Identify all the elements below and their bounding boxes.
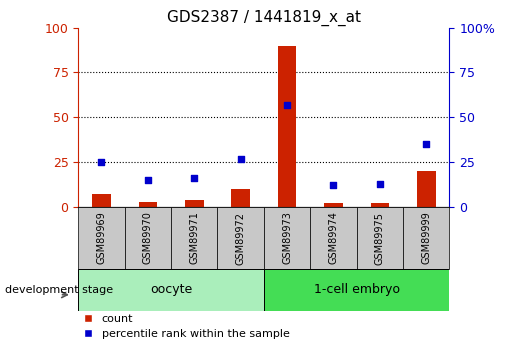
Bar (324, 204, 343, 207)
Bar (310, 207, 357, 269)
Bar (78, 269, 264, 310)
Point (144, 177, 152, 183)
Point (97, 159, 106, 165)
Bar (264, 207, 310, 269)
Bar (92, 195, 111, 207)
Bar (264, 269, 449, 310)
Text: GSM89973: GSM89973 (282, 211, 292, 265)
Bar (417, 171, 435, 207)
Text: GSM89972: GSM89972 (236, 211, 245, 265)
Bar (231, 189, 250, 207)
Bar (138, 201, 157, 207)
Point (190, 176, 198, 181)
Text: GSM89971: GSM89971 (189, 211, 199, 265)
Title: GDS2387 / 1441819_x_at: GDS2387 / 1441819_x_at (167, 10, 361, 26)
Point (283, 102, 291, 108)
Bar (403, 207, 449, 269)
Text: GSM89970: GSM89970 (143, 211, 153, 265)
Legend: count, percentile rank within the sample: count, percentile rank within the sample (84, 314, 289, 339)
Point (422, 141, 430, 147)
Text: GSM89974: GSM89974 (328, 211, 338, 265)
Bar (278, 46, 296, 207)
Bar (125, 207, 171, 269)
Bar (78, 207, 125, 269)
Text: 1-cell embryo: 1-cell embryo (314, 283, 399, 296)
Bar (171, 207, 218, 269)
Point (237, 156, 245, 161)
Text: GSM89999: GSM89999 (421, 212, 431, 264)
Bar (357, 207, 403, 269)
Point (376, 181, 384, 186)
Point (329, 183, 337, 188)
Text: GSM89969: GSM89969 (96, 212, 107, 264)
Text: oocyte: oocyte (150, 283, 192, 296)
Bar (218, 207, 264, 269)
Text: GSM89975: GSM89975 (375, 211, 385, 265)
Bar (371, 204, 389, 207)
Bar (185, 200, 204, 207)
Text: development stage: development stage (5, 285, 113, 295)
